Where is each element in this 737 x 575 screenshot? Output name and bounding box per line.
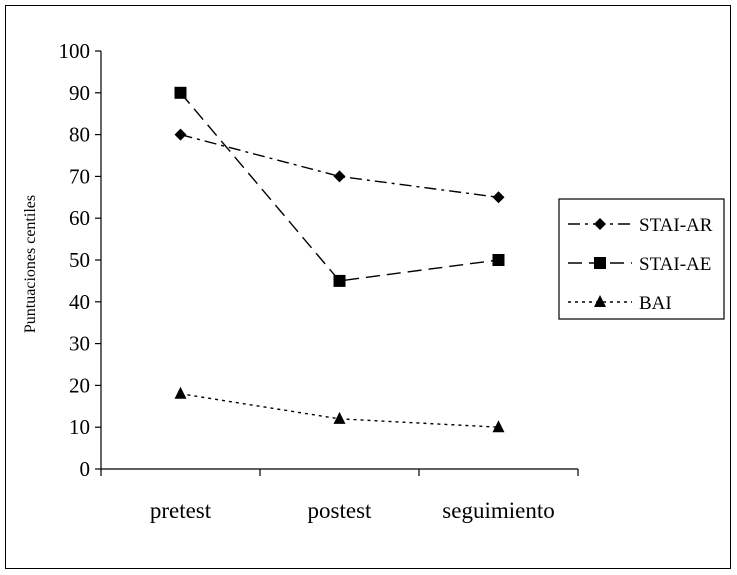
legend-item: STAI-AR	[568, 215, 713, 236]
series-line	[180, 133, 499, 198]
series-lines	[174, 86, 505, 433]
legend-label: BAI	[639, 293, 672, 314]
series-line	[179, 92, 499, 282]
y-axis-ticks: 0 10 20 30 40 50 60 70 80 90 100	[59, 39, 101, 481]
y-tick-label: 90	[69, 81, 90, 105]
y-tick-label: 80	[69, 123, 90, 147]
y-tick-label: 0	[80, 457, 91, 481]
legend-label: STAI-AR	[639, 215, 713, 236]
y-tick-label: 20	[69, 373, 90, 397]
data-point-square	[492, 254, 505, 266]
data-point-diamond	[174, 128, 187, 141]
legend: STAI-AR STAI-AE BAI	[558, 198, 725, 320]
data-point-triangle	[492, 420, 505, 433]
legend-label: STAI-AE	[639, 254, 711, 275]
y-tick-label: 50	[69, 248, 90, 272]
data-point-diamond	[333, 170, 346, 183]
legend-marker-triangle	[594, 295, 606, 307]
legend-marker-diamond	[594, 218, 606, 230]
y-axis-label: Puntuaciones centiles	[22, 195, 39, 333]
x-tick-label: postest	[308, 498, 373, 523]
series-bai	[174, 386, 505, 433]
axes	[100, 51, 578, 470]
series-stai-ae	[174, 86, 505, 287]
data-point-triangle	[174, 386, 187, 399]
series-stai-ar	[174, 128, 505, 204]
data-point-diamond	[492, 191, 505, 204]
y-tick-label: 40	[69, 290, 90, 314]
series-line	[180, 393, 499, 428]
y-tick-label: 70	[69, 164, 90, 188]
data-point-square	[174, 86, 187, 99]
chart-area: 0 10 20 30 40 50 60 70 80 90 100 pretest postest seg…	[5, 5, 731, 569]
x-tick-label: seguimiento	[442, 498, 554, 523]
data-point-triangle	[333, 411, 346, 424]
y-tick-label: 30	[69, 332, 90, 356]
legend-item: STAI-AE	[568, 254, 711, 275]
x-tick-label: pretest	[150, 498, 212, 523]
legend-item: BAI	[568, 293, 672, 314]
y-tick-label: 100	[59, 39, 91, 63]
y-tick-label: 60	[69, 206, 90, 230]
line-chart: 0 10 20 30 40 50 60 70 80 90 100 pretest postest seg…	[22, 39, 725, 523]
legend-marker-square	[594, 257, 606, 269]
data-point-square	[333, 274, 346, 287]
y-tick-label: 10	[69, 415, 90, 439]
legend-box	[558, 198, 725, 320]
x-axis-ticks: pretest postest seguimiento	[100, 469, 579, 523]
